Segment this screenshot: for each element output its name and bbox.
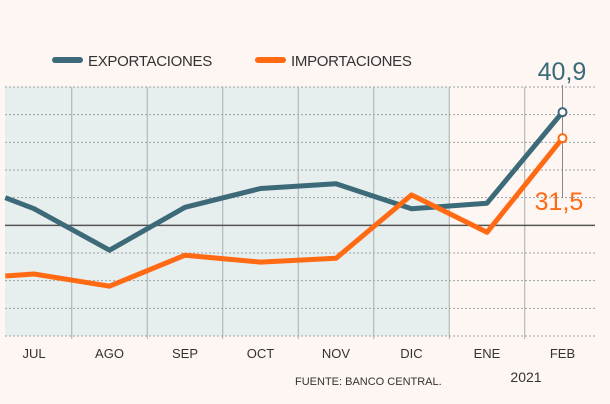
x-tick-label: ENE [474,346,501,361]
x-tick-label: FEB [550,346,575,361]
imports-last-value-label: 31,5 [535,188,584,216]
exports-last-value-label: 40,9 [538,58,587,86]
x-tick-label: SEP [172,346,198,361]
x-tick-label: AGO [95,346,124,361]
x-tick-label: OCT [247,346,275,361]
year-label: 2021 [510,369,541,385]
legend-label-exports: EXPORTACIONES [88,53,212,70]
exports-line [4,110,565,253]
x-tick-label: NOV [322,346,351,361]
source-note: FUENTE: BANCO CENTRAL. [295,376,442,388]
x-tick-label: DIC [400,346,422,361]
legend-label-imports: IMPORTACIONES [291,53,412,70]
imports-end-marker [557,133,568,144]
x-tick-label: JUL [22,346,45,361]
exports-end-marker [557,107,568,118]
shaded-period [5,87,450,336]
imports-line [5,136,565,289]
